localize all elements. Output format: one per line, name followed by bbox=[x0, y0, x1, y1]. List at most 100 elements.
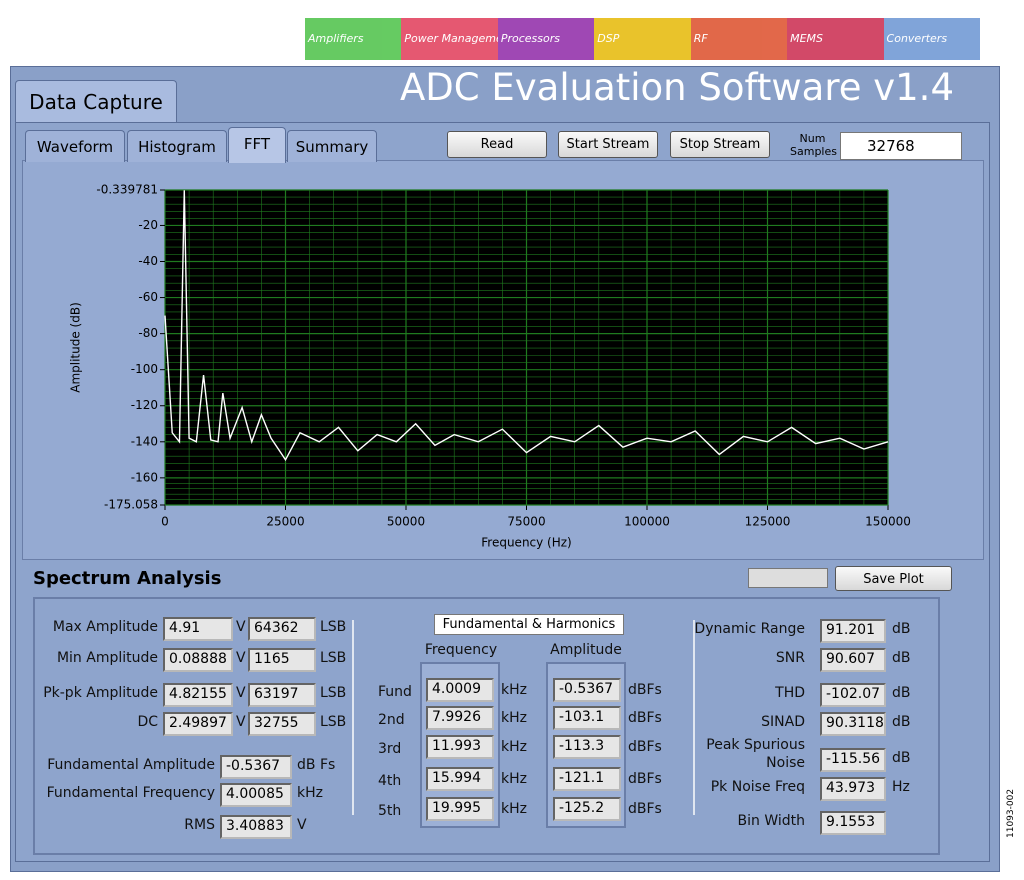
unit: kHz bbox=[501, 710, 527, 726]
x-tick-label: 25000 bbox=[266, 515, 304, 529]
y-tick-label: -40 bbox=[138, 254, 158, 268]
unit: LSB bbox=[320, 714, 347, 730]
unit: V bbox=[236, 685, 246, 701]
banner-tile: MEMS bbox=[787, 18, 884, 60]
field-label: SINAD bbox=[761, 714, 805, 730]
value-field: 91.201 bbox=[820, 619, 886, 643]
button[interactable]: Read bbox=[447, 131, 547, 158]
unit: dB bbox=[892, 685, 911, 701]
y-tick-label: -175.058 bbox=[104, 498, 158, 512]
value-field: 9.1553 bbox=[820, 811, 886, 835]
x-tick-label: 100000 bbox=[624, 515, 670, 529]
value-field: 4.0009 bbox=[426, 678, 494, 702]
value-field: 32755 bbox=[248, 712, 316, 736]
divider bbox=[693, 620, 695, 815]
harmonics-title: Fundamental & Harmonics bbox=[434, 614, 624, 635]
field-label: Pk Noise Freq bbox=[710, 779, 805, 795]
field-label: Max Amplitude bbox=[52, 619, 158, 635]
unit: dBFs bbox=[628, 739, 662, 755]
spectrum-line bbox=[164, 190, 889, 462]
banner-tile: Power Management bbox=[401, 18, 498, 60]
app-title: ADC Evaluation Software v1.4 bbox=[400, 66, 954, 109]
value-field: 4.91 bbox=[163, 617, 233, 641]
save-plot-button[interactable]: Save Plot bbox=[835, 566, 952, 591]
x-axis-label: Frequency (Hz) bbox=[481, 536, 572, 550]
unit: V bbox=[236, 650, 246, 666]
y-tick-label: -100 bbox=[131, 362, 158, 376]
unit: Hz bbox=[892, 779, 910, 795]
y-tick-label: -140 bbox=[131, 434, 158, 448]
button[interactable]: Stop Stream bbox=[670, 131, 770, 158]
sub-tab[interactable]: FFT bbox=[228, 127, 286, 163]
value-field: -113.3 bbox=[553, 735, 621, 759]
y-tick-label: -160 bbox=[131, 470, 158, 484]
field-label: Pk-pk Amplitude bbox=[43, 685, 158, 701]
unit: V bbox=[236, 714, 246, 730]
unit: LSB bbox=[320, 619, 347, 635]
y-tick-label: -80 bbox=[138, 326, 158, 340]
field-label: THD bbox=[775, 685, 805, 701]
x-tick-label: 75000 bbox=[507, 515, 545, 529]
banner-tile: RF bbox=[690, 18, 788, 60]
value-field: -102.07 bbox=[820, 683, 886, 707]
value-field: 4.82155 bbox=[163, 683, 233, 707]
field-label: SNR bbox=[775, 650, 805, 666]
y-tick-label: -120 bbox=[131, 398, 158, 412]
value-field: 90.3118 bbox=[820, 712, 886, 736]
banner-tile: DSP bbox=[594, 18, 691, 60]
value-field: 11.993 bbox=[426, 735, 494, 759]
unit: kHz bbox=[501, 739, 527, 755]
banner-tile: Processors bbox=[497, 18, 595, 60]
field-label: DC bbox=[137, 714, 158, 730]
value-field: 19.995 bbox=[426, 797, 494, 821]
figure-id: 11093-002 bbox=[1006, 788, 1016, 838]
field-label: Bin Width bbox=[737, 813, 806, 829]
field-label: Fundamental Amplitude bbox=[47, 757, 215, 773]
num-samples-field[interactable]: 32768 bbox=[840, 132, 962, 160]
y-tick-label: -0.339781 bbox=[96, 183, 158, 197]
value-field: 15.994 bbox=[426, 767, 494, 791]
unit: kHz bbox=[501, 801, 527, 817]
value-field: 1165 bbox=[248, 648, 316, 672]
unit: kHz bbox=[501, 771, 527, 787]
sub-tab[interactable]: Waveform bbox=[25, 130, 125, 162]
sub-tab[interactable]: Summary bbox=[287, 130, 377, 162]
button[interactable]: Start Stream bbox=[558, 131, 658, 158]
y-axis-label: Amplitude (dB) bbox=[69, 302, 83, 393]
field-label: RMS bbox=[184, 817, 215, 833]
unit: dBFs bbox=[628, 771, 662, 787]
value-field: -0.5367 bbox=[553, 678, 621, 702]
row-label: 5th bbox=[378, 803, 402, 819]
unit: dB bbox=[892, 650, 911, 666]
sub-tab[interactable]: Histogram bbox=[127, 130, 227, 162]
main-tab[interactable]: Data Capture bbox=[15, 80, 177, 124]
value-field: -115.56 bbox=[820, 748, 886, 772]
value-field: 3.40883 bbox=[220, 815, 292, 839]
unit: LSB bbox=[320, 650, 347, 666]
x-tick-label: 150000 bbox=[865, 515, 911, 529]
unit: V bbox=[297, 817, 307, 833]
banner-tile: Converters bbox=[883, 18, 980, 60]
unit: dBFs bbox=[628, 682, 662, 698]
unit: dB bbox=[892, 750, 911, 766]
value-field: -103.1 bbox=[553, 706, 621, 730]
y-tick-label: -20 bbox=[138, 218, 158, 232]
unit: kHz bbox=[501, 682, 527, 698]
unit: dB bbox=[892, 621, 911, 637]
unit: dBFs bbox=[628, 801, 662, 817]
field-label: Dynamic Range bbox=[694, 621, 805, 637]
value-field: 0.08888 bbox=[163, 648, 233, 672]
unit: V bbox=[236, 619, 246, 635]
value-field: 2.49897 bbox=[163, 712, 233, 736]
unit: kHz bbox=[297, 785, 323, 801]
unit: LSB bbox=[320, 685, 347, 701]
column-header: Frequency bbox=[424, 642, 498, 658]
graph-tools[interactable] bbox=[748, 568, 828, 588]
fft-chart: 0 25000 50000 75000 100000 125000 150000 -0.339… bbox=[69, 183, 911, 550]
row-label: 4th bbox=[378, 773, 402, 789]
value-field: 64362 bbox=[248, 617, 316, 641]
banner-tile: Amplifiers bbox=[305, 18, 402, 60]
unit: dB bbox=[892, 714, 911, 730]
divider bbox=[352, 620, 354, 815]
